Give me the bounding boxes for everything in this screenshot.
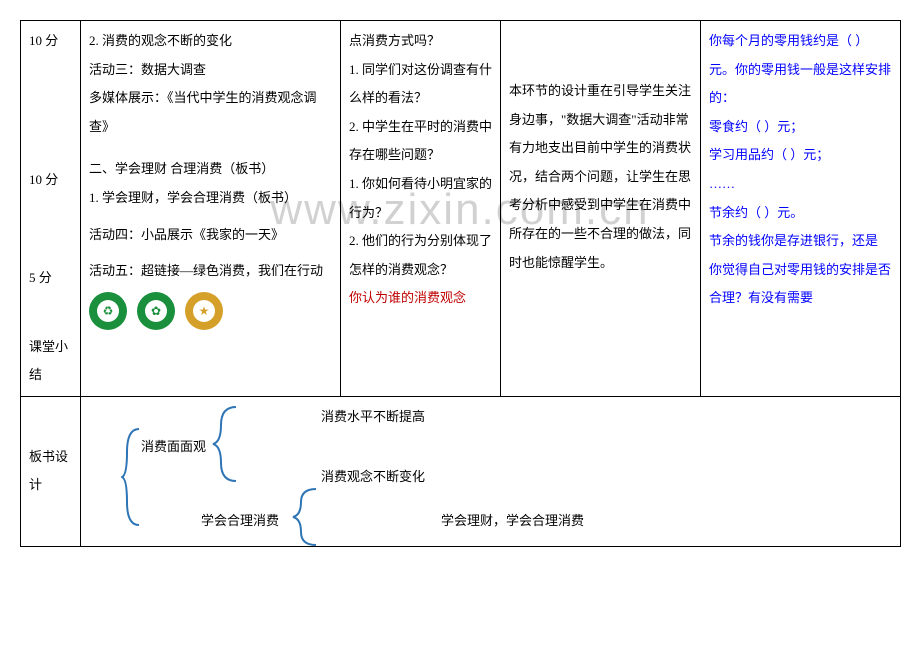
time-cell: 10 分 10 分 5 分 课堂小结 bbox=[21, 21, 81, 397]
time-label: 10 分 bbox=[29, 27, 72, 56]
question-line: 点消费方式吗？ bbox=[349, 27, 492, 56]
activity-line: 2. 消费的观念不断的变化 bbox=[89, 27, 332, 56]
worksheet-cell: 你每个月的零用钱约是（ ）元。你的零用钱一般是这样安排的： 零食约（ ）元； 学… bbox=[701, 21, 901, 397]
time-label: 10 分 bbox=[29, 166, 72, 195]
question-line-emphasis: 你认为谁的消费观念 bbox=[349, 284, 492, 313]
activity-line: 活动五：超链接—绿色消费，我们在行动 bbox=[89, 257, 332, 286]
eco-icons: ♻ ✿ ★ bbox=[89, 292, 332, 330]
brace-icon bbox=[121, 427, 141, 527]
board-leaf: 学会理财，学会合理消费 bbox=[441, 507, 584, 536]
activity-line: 活动四：小品展示《我家的一天》 bbox=[89, 221, 332, 250]
intent-text: 本环节的设计重在引导学生关注身边事，"数据大调查"活动非常有力地支出目前中学生的… bbox=[509, 77, 692, 277]
worksheet-line: …… bbox=[709, 170, 892, 199]
board-node: 学会合理消费 bbox=[201, 507, 279, 536]
board-leaf: 消费观念不断变化 bbox=[321, 463, 425, 492]
activity-line: 活动三：数据大调查 bbox=[89, 56, 332, 85]
worksheet-line: 节余的钱你是存进银行，还是 bbox=[709, 227, 892, 256]
worksheet-line: 你觉得自己对零用钱的安排是否合理？有没有需要 bbox=[709, 256, 892, 313]
question-line: 2. 他们的行为分别体现了怎样的消费观念？ bbox=[349, 227, 492, 284]
board-node: 消费面面观 bbox=[141, 433, 206, 462]
eco-icon: ♻ bbox=[89, 292, 127, 330]
table-row: 板书设计 消费面面观 消费水平不断提高 消费观念不断变化 学会合理消费 学会理财… bbox=[21, 396, 901, 546]
time-label: 5 分 bbox=[29, 264, 72, 293]
activity-line: 1. 学会理财，学会合理消费（板书） bbox=[89, 184, 332, 213]
activity-cell: 2. 消费的观念不断的变化 活动三：数据大调查 多媒体展示：《当代中学生的消费观… bbox=[81, 21, 341, 397]
eco-icon: ★ bbox=[185, 292, 223, 330]
board-design-cell: 消费面面观 消费水平不断提高 消费观念不断变化 学会合理消费 学会理财，学会合理… bbox=[81, 396, 901, 546]
question-line: 2. 中学生在平时的消费中存在哪些问题？ bbox=[349, 113, 492, 170]
summary-label: 课堂小结 bbox=[29, 333, 72, 390]
activity-line: 多媒体展示：《当代中学生的消费观念调查》 bbox=[89, 84, 332, 141]
brace-icon bbox=[291, 487, 321, 547]
worksheet-line: 学习用品约（ ）元； bbox=[709, 141, 892, 170]
board-label-cell: 板书设计 bbox=[21, 396, 81, 546]
board-leaf: 消费水平不断提高 bbox=[321, 403, 425, 432]
worksheet-line: 你每个月的零用钱约是（ ）元。你的零用钱一般是这样安排的： bbox=[709, 27, 892, 113]
table-row: 10 分 10 分 5 分 课堂小结 2. 消费的观念不断的变化 活动三：数据大… bbox=[21, 21, 901, 397]
worksheet-line: 零食约（ ）元； bbox=[709, 113, 892, 142]
intent-cell: 本环节的设计重在引导学生关注身边事，"数据大调查"活动非常有力地支出目前中学生的… bbox=[501, 21, 701, 397]
brace-icon bbox=[211, 405, 241, 483]
activity-line: 二、学会理财 合理消费（板书） bbox=[89, 155, 332, 184]
page: www.zixin.com.cn 10 分 10 分 5 分 课堂小结 2. 消… bbox=[20, 20, 900, 547]
lesson-table: 10 分 10 分 5 分 课堂小结 2. 消费的观念不断的变化 活动三：数据大… bbox=[20, 20, 901, 547]
board-label: 板书设计 bbox=[29, 443, 72, 500]
question-cell: 点消费方式吗？ 1. 同学们对这份调查有什么样的看法？ 2. 中学生在平时的消费… bbox=[341, 21, 501, 397]
eco-icon: ✿ bbox=[137, 292, 175, 330]
question-line: 1. 同学们对这份调查有什么样的看法？ bbox=[349, 56, 492, 113]
worksheet-line: 节余约（ ）元。 bbox=[709, 199, 892, 228]
question-line: 1. 你如何看待小明宜家的行为？ bbox=[349, 170, 492, 227]
